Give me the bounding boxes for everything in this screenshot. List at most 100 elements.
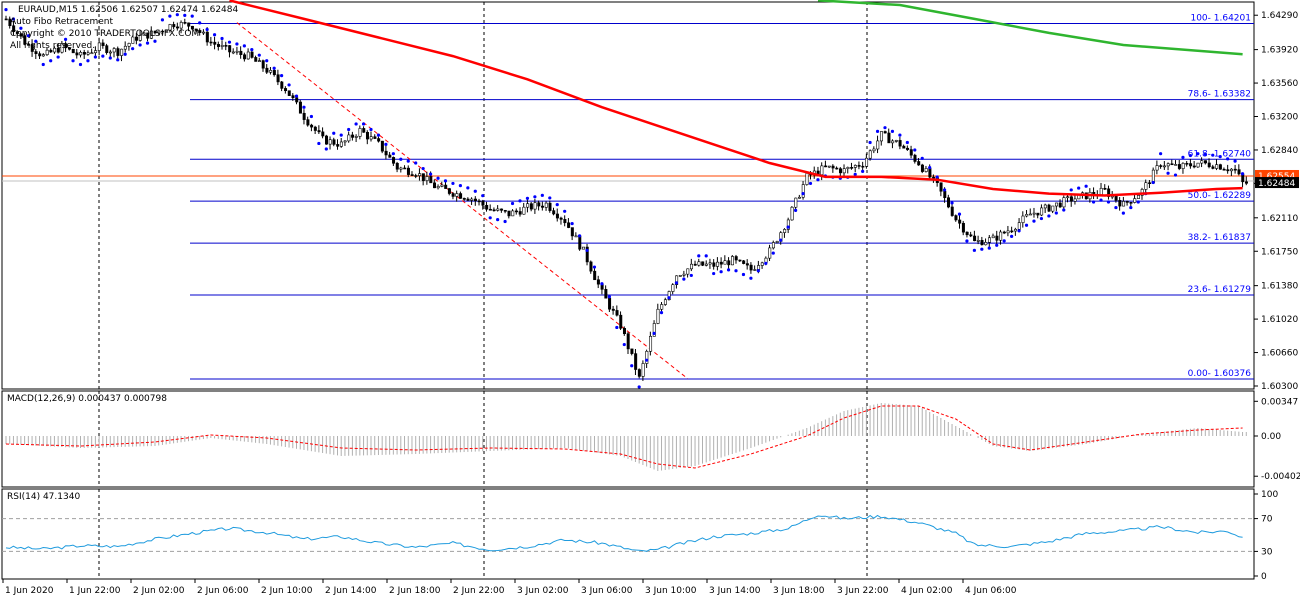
candle-body	[1244, 181, 1248, 184]
candle-body	[865, 157, 869, 167]
candle-body	[1099, 187, 1103, 196]
bid-price-label: 1.62554	[1258, 172, 1295, 182]
ma-green-line	[817, 0, 1243, 56]
main-pane-frame	[1, 1, 1255, 390]
candle-body	[220, 45, 224, 47]
sar-dot	[406, 159, 410, 163]
x-tick-label-2: 2 Jun 02:00	[133, 586, 185, 596]
candle-body	[861, 165, 865, 168]
candle-body	[801, 184, 805, 198]
sar-dot	[764, 261, 768, 265]
candle-body	[1189, 163, 1193, 167]
candle-body	[611, 308, 615, 311]
candle-body	[79, 52, 83, 56]
sar-dot	[4, 8, 8, 12]
candle-body	[276, 74, 280, 83]
price-tick-label-4: 1.62840	[1261, 146, 1298, 156]
sar-dot	[101, 54, 105, 58]
macd-signal-line	[5, 405, 1243, 469]
candle-body	[883, 131, 887, 134]
fib-label-6: 0.00- 1.60376	[1188, 369, 1252, 379]
candle-body	[656, 308, 660, 324]
candle-body	[701, 261, 705, 266]
sar-dot	[56, 55, 60, 59]
candle-body	[1196, 162, 1200, 168]
candle-body	[216, 44, 220, 47]
sar-dot	[950, 201, 954, 205]
candle-body	[280, 81, 284, 89]
candle-body	[75, 52, 79, 56]
sar-dot	[160, 18, 165, 22]
candle-body	[533, 202, 537, 210]
sar-dot	[1032, 219, 1036, 223]
candle-body	[380, 140, 384, 152]
candle-body	[950, 206, 954, 216]
x-tick-label-11: 3 Jun 14:00	[709, 586, 761, 596]
sar-dot	[183, 13, 187, 18]
candle-body	[138, 34, 142, 41]
rsi-pane-frame	[1, 488, 1255, 580]
candle-body	[302, 112, 306, 120]
candle-body	[1204, 160, 1208, 164]
sar-dot	[145, 41, 150, 45]
candle-body	[68, 47, 72, 50]
x-tick-label-8: 3 Jun 02:00	[517, 586, 569, 596]
candle-body	[582, 246, 586, 250]
sar-dot	[518, 199, 522, 203]
bid-price-label-bg	[1255, 169, 1299, 181]
candle-body	[619, 314, 623, 329]
sar-dot	[436, 176, 440, 180]
candle-body	[198, 30, 202, 33]
candle-body	[142, 32, 146, 36]
candle-body	[1177, 164, 1181, 169]
sar-dot	[771, 251, 775, 255]
sar-dot	[868, 140, 872, 145]
candle-body	[634, 353, 638, 370]
sar-dot	[227, 40, 232, 44]
candle-body	[254, 57, 258, 62]
candle-body	[284, 88, 288, 92]
sar-dot	[1196, 152, 1200, 156]
sar-dot	[63, 37, 68, 41]
candle-body	[500, 208, 504, 211]
candle-body	[805, 173, 809, 185]
x-tick-label-9: 3 Jun 06:00	[581, 586, 633, 596]
sar-dot	[734, 269, 738, 273]
candle-body	[645, 350, 649, 364]
candle-body	[1136, 195, 1140, 199]
sar-dot	[1077, 186, 1081, 190]
candle-body	[991, 235, 995, 239]
candle-body	[27, 44, 31, 46]
candle-body	[261, 60, 265, 69]
sar-dot	[890, 129, 895, 133]
candle-body	[637, 369, 641, 377]
candle-body	[120, 48, 124, 56]
candle-body	[984, 242, 988, 246]
candle-body	[19, 33, 23, 37]
candle-body	[1021, 215, 1025, 223]
candle-body	[1185, 162, 1189, 165]
x-tick-label-4: 2 Jun 10:00	[261, 586, 313, 596]
sar-dot	[317, 141, 321, 146]
sar-dot	[1091, 200, 1096, 204]
candle-body	[697, 261, 701, 266]
candle-body	[101, 42, 105, 46]
price-tick-label-7: 1.61750	[1261, 247, 1298, 257]
candle-body	[477, 200, 481, 203]
sar-dot	[34, 39, 38, 43]
candle-body	[388, 154, 392, 158]
candle-body	[522, 206, 526, 215]
sar-dot	[324, 147, 328, 151]
candle-body	[313, 126, 317, 131]
fib-label-0: 100- 1.64201	[1190, 13, 1251, 23]
candle-body	[243, 54, 247, 60]
candle-body	[1155, 165, 1159, 171]
sar-dot	[555, 203, 559, 207]
sar-dot	[1218, 155, 1222, 159]
fib-label-1: 78.6- 1.63382	[1188, 90, 1251, 100]
sar-dot	[131, 47, 135, 51]
candle-body	[1028, 213, 1032, 216]
indicator-copyright: Copyright © 2010 TRADERTOOLS-FX.COM	[10, 29, 200, 39]
candle-body	[712, 262, 716, 267]
